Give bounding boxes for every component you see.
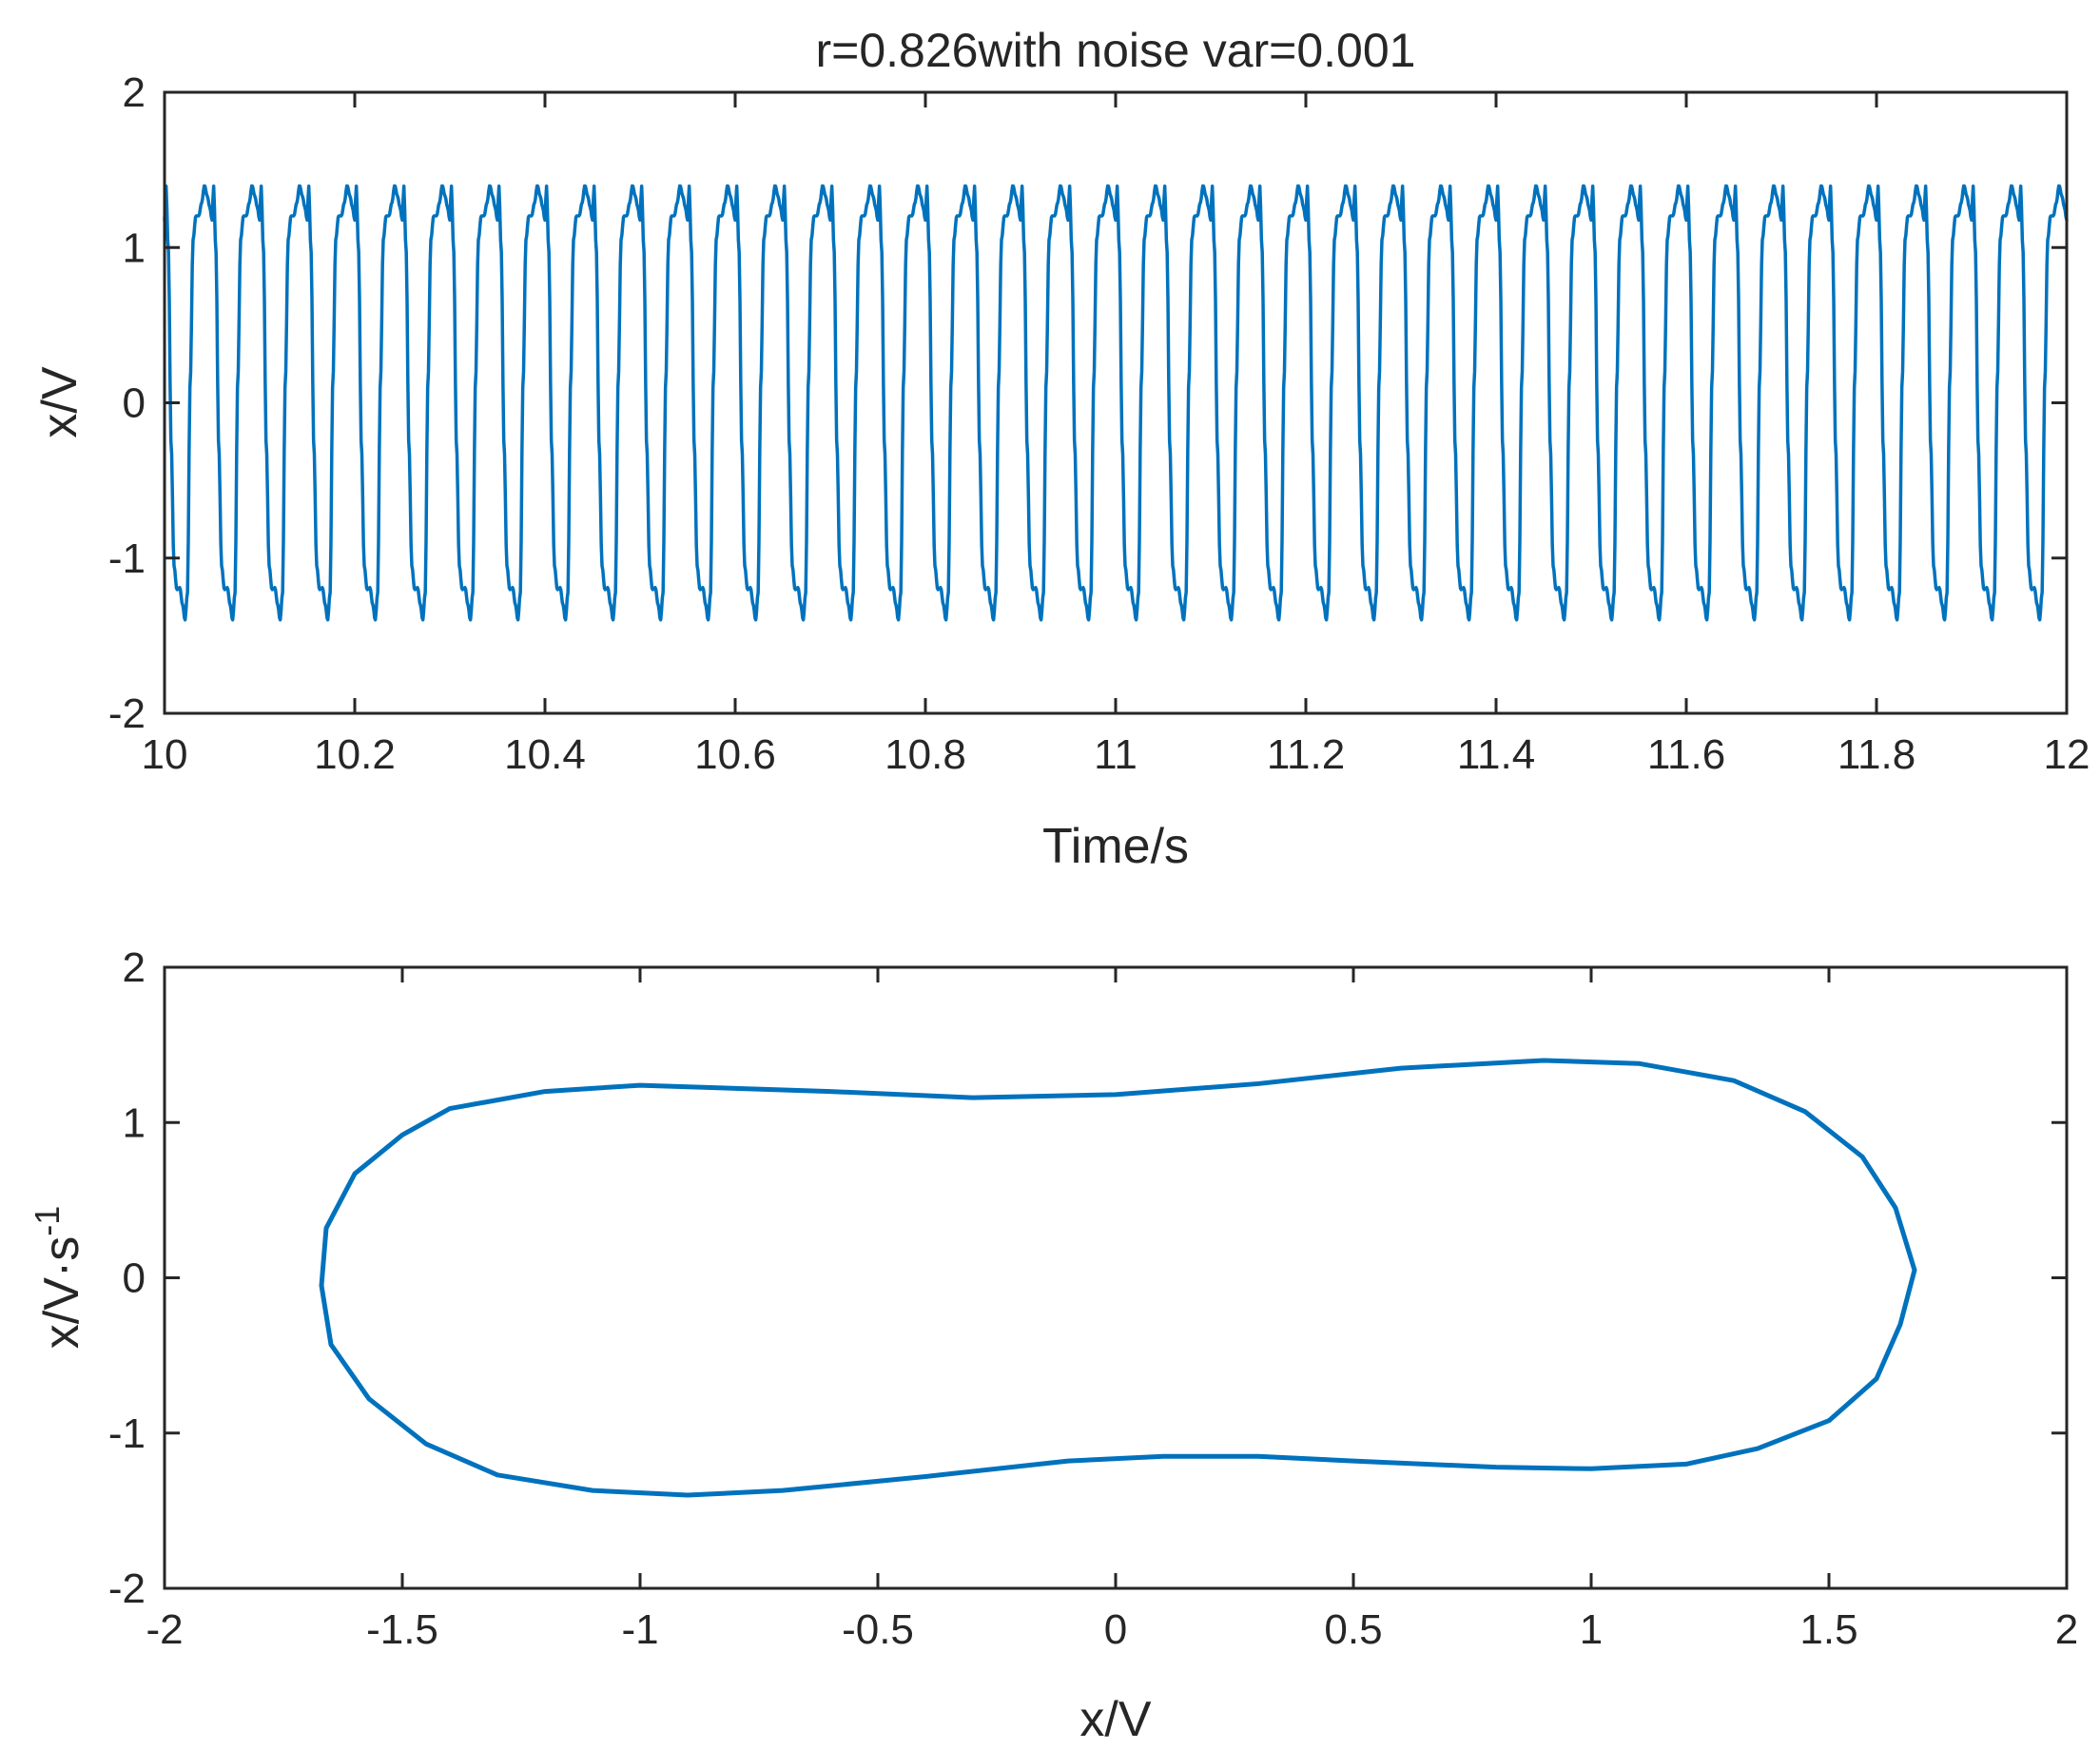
time-series-line-group [163, 184, 2069, 622]
y-tick-label: 2 [123, 69, 146, 116]
y-tick-label: -2 [108, 1565, 146, 1612]
x-tick-label: 12 [2044, 731, 2090, 778]
x-tick-label: 2 [2055, 1606, 2078, 1653]
axis-ticks-bottom: -2 -1.5 -1 -0.5 0 0.5 1 1.5 2 -2 -1 0 1 2 [108, 944, 2078, 1653]
x-tick-label: 11.2 [1267, 731, 1345, 778]
x-tick-label: 11.8 [1838, 731, 1915, 778]
y-tick-label: 0 [123, 1255, 146, 1302]
x-tick-label: 10.4 [504, 731, 586, 778]
x-tick-label: 1.5 [1799, 1606, 1857, 1653]
y-tick-label: 1 [123, 1099, 146, 1146]
y-tick-label: -1 [108, 1410, 146, 1457]
phase-curve-0 [319, 1058, 1917, 1498]
x-tick-label: 11.6 [1647, 731, 1725, 778]
x-tick-label: 0.5 [1324, 1606, 1382, 1653]
axis-ticks-top: 10 10.2 10.4 10.6 10.8 11 11.2 11.4 11.6 11.8 12-2… [108, 69, 2090, 778]
x-tick-label: 11 [1094, 731, 1138, 778]
x-tick-label: 0 [1104, 1606, 1127, 1653]
y-axis-label-bottom: x/V·s-1 [28, 1206, 90, 1349]
y-tick-label: -2 [108, 690, 146, 737]
x-tick-label: -0.5 [842, 1606, 914, 1653]
x-axis-label-bottom: x/V [1079, 1692, 1151, 1747]
x-tick-label: 11.4 [1457, 731, 1535, 778]
x-tick-label: 10.6 [694, 731, 776, 778]
x-tick-label: -2 [146, 1606, 183, 1653]
y-axis-label-bottom-main: x/V·s [34, 1236, 89, 1349]
x-tick-label: -1.5 [366, 1606, 438, 1653]
chart-title: r=0.826with noise var=0.001 [816, 24, 1416, 77]
plot-frame-bottom [163, 965, 2069, 1590]
time-series-chart: r=0.826with noise var=0.001 10 10.2 10.4 10… [32, 24, 2090, 874]
x-tick-label: 10.8 [885, 731, 966, 778]
y-axis-label-top: x/V [32, 366, 88, 438]
x-axis-label-top: Time/s [1042, 819, 1189, 874]
x-tick-label: 1 [1580, 1606, 1603, 1653]
x-tick-label: 10.2 [314, 731, 396, 778]
y-tick-label: 0 [123, 380, 146, 427]
plot-frame-top [163, 90, 2069, 715]
y-tick-label: 2 [123, 944, 146, 991]
x-tick-label: 10 [142, 731, 188, 778]
y-tick-label: -1 [108, 535, 146, 582]
y-axis-label-bottom-sup: -1 [28, 1206, 67, 1236]
phase-portrait-line-group [319, 1058, 1917, 1498]
x-tick-label: -1 [621, 1606, 658, 1653]
y-tick-label: 1 [123, 224, 146, 271]
series-line-0 [163, 184, 2069, 622]
